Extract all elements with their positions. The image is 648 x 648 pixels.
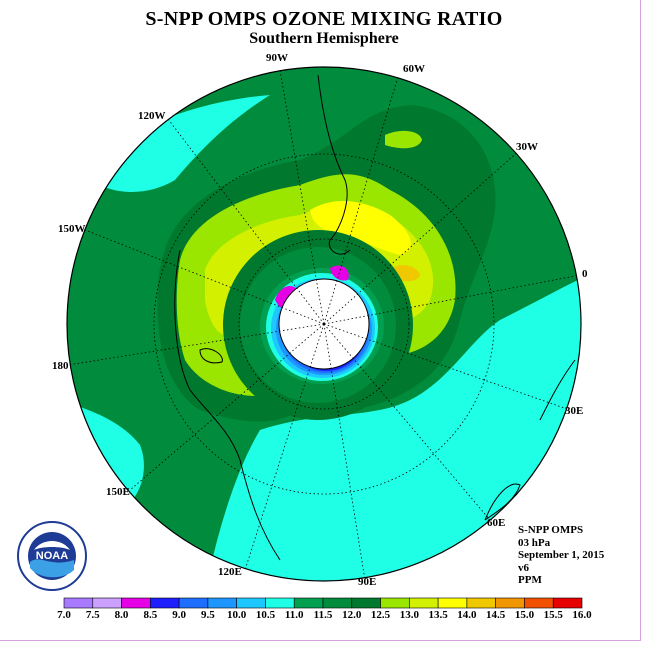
lon-label-120e: 120E [218, 566, 242, 578]
colorbar [63, 597, 583, 609]
colorbar-swatch-14.0 [466, 597, 496, 609]
colorbar-swatch-14.5 [495, 597, 525, 609]
colorbar-tick-label: 12.5 [370, 609, 391, 621]
colorbar-swatch-12.5 [380, 597, 410, 609]
ozone-region-12-5-blob [385, 130, 422, 149]
colorbar-swatch-13.5 [437, 597, 468, 609]
colorbar-tick-label: 9.5 [201, 609, 215, 621]
colorbar-tick-label: 15.5 [543, 609, 563, 621]
ozone-region-13-5 [310, 200, 411, 255]
colorbar-swatch-9.5 [207, 597, 237, 609]
colorbar-swatch-8.0 [121, 597, 151, 609]
colorbar-tick-label: 12.0 [342, 609, 362, 621]
colorbar-swatch-11.5 [322, 597, 353, 609]
colorbar-swatch-11.0 [293, 597, 324, 609]
lon-label-0: 0 [582, 268, 588, 280]
colorbar-tick-label: 16.0 [572, 609, 592, 621]
colorbar-tick-label: 10.5 [255, 609, 276, 621]
colorbar-swatch-15.5 [552, 597, 583, 609]
colorbar-tick-label: 11.0 [284, 609, 304, 621]
colorbar-tick-label: 14.0 [457, 609, 477, 621]
colorbar-swatch-12.0 [351, 597, 381, 609]
colorbar-tick-label: 8.5 [143, 609, 158, 621]
colorbar-tick-label: 8.0 [114, 609, 129, 621]
info-instrument: S-NPP OMPS [518, 524, 584, 536]
info-version: v6 [518, 561, 529, 574]
lon-label-150e: 150E [106, 486, 130, 498]
lon-label-180: 180 [52, 360, 69, 372]
lon-label-90w: 90W [266, 52, 288, 64]
lon-label-60e: 60E [487, 517, 506, 529]
colorbar-swatch-7.0 [63, 597, 94, 609]
colorbar-tick-label: 10.0 [227, 609, 247, 621]
colorbar-swatch-8.5 [150, 597, 180, 609]
info-units: PPM [518, 574, 542, 586]
colorbar-tick-label: 14.5 [486, 609, 506, 621]
info-block: S-NPP OMPS 03 hPa September 1, 2015 v6 P… [518, 524, 604, 587]
colorbar-tick-label: 7.0 [57, 609, 71, 621]
colorbar-tick-label: 11.5 [313, 609, 333, 621]
colorbar-swatch-15.0 [524, 597, 554, 609]
figure-frame [0, 0, 641, 641]
info-level: 03 hPa [518, 536, 551, 549]
colorbar-tick-label: 13.5 [428, 609, 448, 621]
colorbar-swatch-10.5 [265, 597, 295, 609]
lon-label-30e: 30E [565, 405, 584, 417]
colorbar-tick-label: 13.0 [399, 609, 419, 621]
noaa-logo-text: NOAA [36, 550, 68, 562]
lon-label-90e: 90E [358, 576, 377, 588]
map-title: S-NPP OMPS OZONE MIXING RATIO [145, 8, 503, 30]
noaa-logo-icon: NOAA [17, 521, 87, 591]
info-date: September 1, 2015 [518, 549, 605, 561]
ozone-region-cyan-upper-left [100, 95, 270, 192]
graticule [67, 69, 581, 581]
colorbar-tick-label: 15.0 [514, 609, 535, 621]
south-pole-marker [322, 322, 326, 326]
colorbar-tick-label: 9.0 [172, 609, 186, 621]
lon-label-120w: 120W [138, 110, 166, 122]
map-subtitle: Southern Hemisphere [249, 30, 399, 47]
map-boundary [66, 66, 582, 582]
coastlines [174, 74, 576, 561]
colorbar-swatch-10.0 [236, 597, 266, 609]
colorbar-swatch-9.0 [178, 597, 209, 609]
colorbar-tick-label: 7.5 [85, 609, 100, 621]
colorbar-swatch-7.5 [92, 597, 122, 609]
colorbar-swatch-13.0 [409, 597, 439, 609]
lon-label-30w: 30W [516, 141, 538, 153]
lon-label-60w: 60W [403, 63, 425, 75]
lon-label-150w: 150W [58, 223, 86, 235]
